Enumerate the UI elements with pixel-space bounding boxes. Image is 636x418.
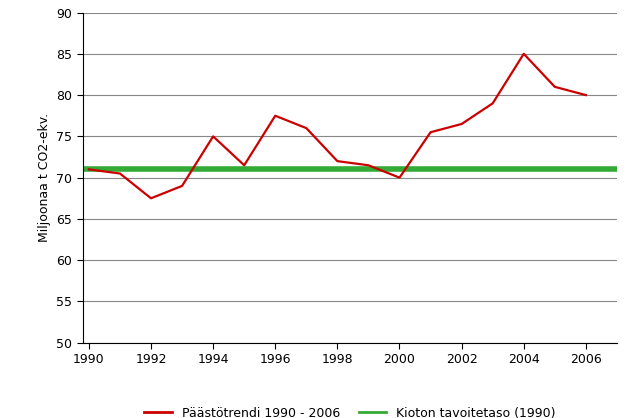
Y-axis label: Miljoonaa t CO2-ekv.: Miljoonaa t CO2-ekv.: [38, 113, 51, 242]
Legend: Päästötrendi 1990 - 2006, Kioton tavoitetaso (1990): Päästötrendi 1990 - 2006, Kioton tavoite…: [139, 402, 560, 418]
